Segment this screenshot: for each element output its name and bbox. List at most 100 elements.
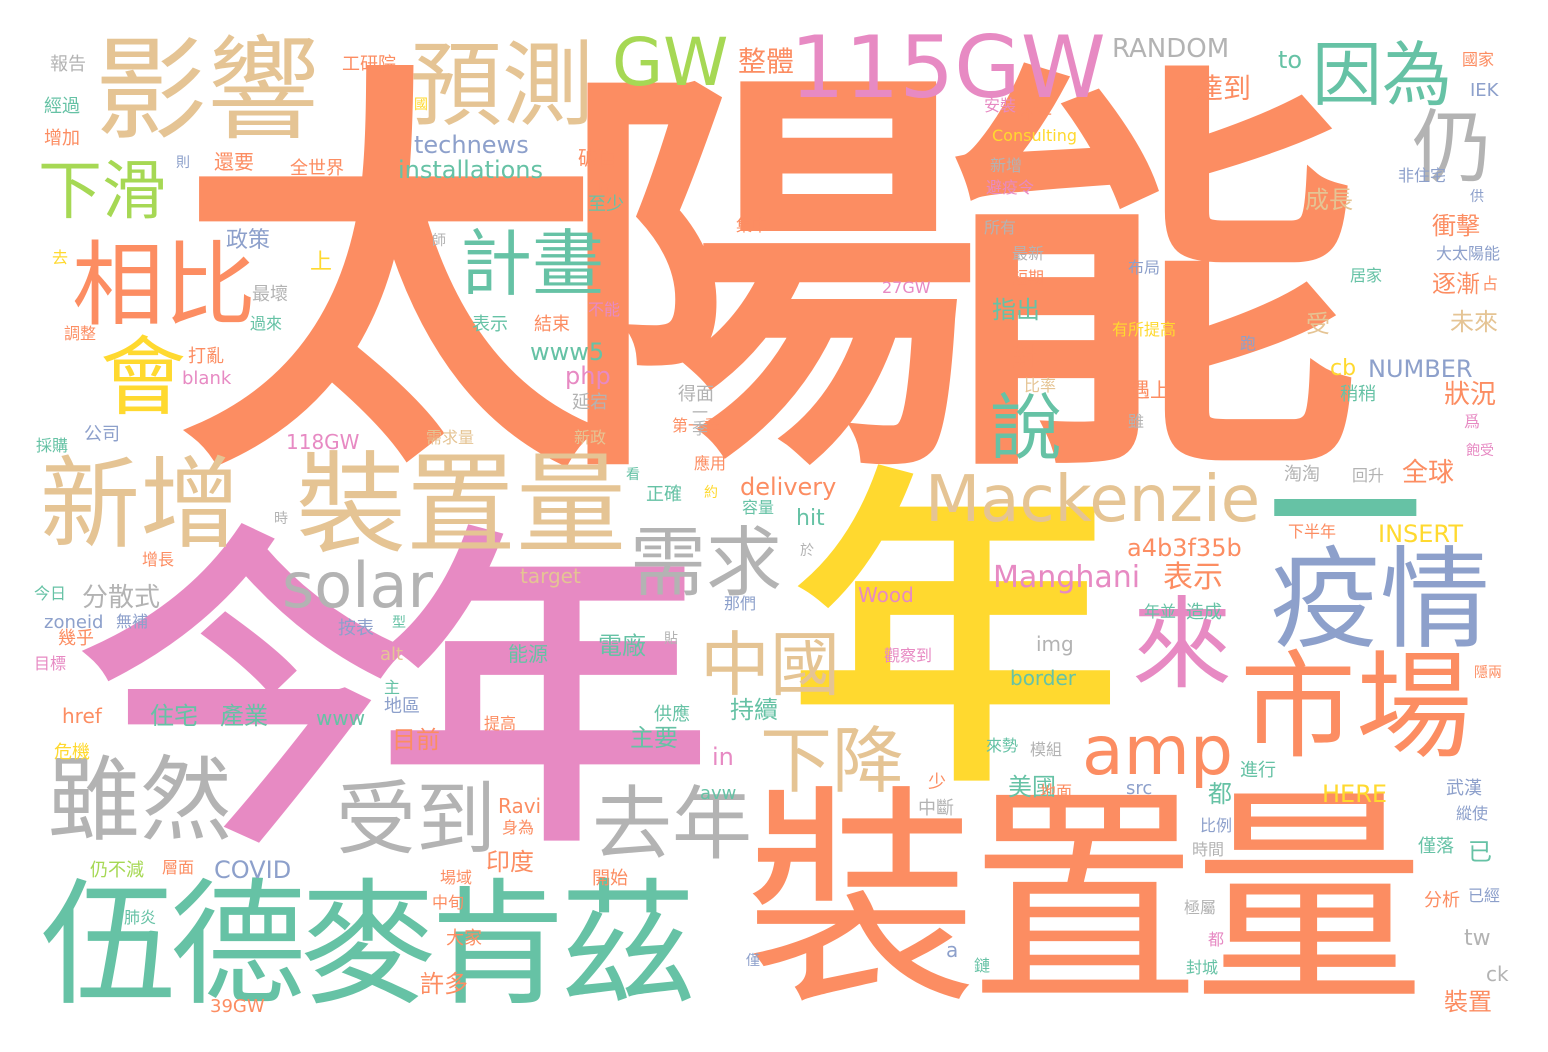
word-www5: www5 xyxy=(530,338,605,366)
word-cai-gou: 採購 xyxy=(36,436,69,455)
word-bao-shou: 飽受 xyxy=(1466,443,1494,459)
word-gong-yan-yuan: 工研院 xyxy=(342,54,396,75)
word-random: RANDOM xyxy=(1112,34,1230,64)
word-xu-qiu: 需求 xyxy=(630,518,782,607)
word-ti-gao: 提高 xyxy=(484,714,517,733)
word-gong-ying: 供應 xyxy=(654,704,690,725)
word-border: border xyxy=(1010,666,1077,690)
word-guo-jia: 國家 xyxy=(1462,50,1495,69)
word-zhuang-zhi-liang-tan: 裝置量 xyxy=(296,441,626,569)
word-na-men: 那們 xyxy=(724,594,757,613)
word-tao-tao: 淘淘 xyxy=(1284,464,1320,485)
word-ji-hu: 幾乎 xyxy=(58,628,94,649)
word-yin-du: 印度 xyxy=(486,848,534,876)
word-www: www xyxy=(316,706,366,730)
word-tai-yang-neng: 太陽能 xyxy=(180,35,1360,524)
word-mei-guo: 美國 xyxy=(1008,773,1056,801)
word-shi-chang: 市場 xyxy=(1240,640,1472,775)
word-hit: hit xyxy=(796,506,825,531)
word-zheng-ti: 整體 xyxy=(738,45,795,78)
word-chan-ye: 產業 xyxy=(220,702,268,730)
word-xia-hua: 下滑 xyxy=(38,155,166,229)
word-shi-master-char: 師 xyxy=(432,233,446,249)
word-hui: 會 xyxy=(100,328,186,428)
word-wei-lai: 未來 xyxy=(1450,308,1498,336)
word-reng-bu-jian: 仍不減 xyxy=(90,860,144,881)
word-lai: 來 xyxy=(1132,586,1232,703)
word-tie-char: 貼 xyxy=(664,631,678,647)
word-biao-shi-small: 表示 xyxy=(472,314,508,335)
word-xing-char: 型 xyxy=(392,615,406,631)
word-mo-zu: 模組 xyxy=(1030,740,1063,759)
word-zheng-ce: 政策 xyxy=(226,228,271,253)
word-zui-huai: 最壞 xyxy=(252,284,288,305)
word-kan-char: 看 xyxy=(626,467,640,483)
word-yi-qing: 疫情 xyxy=(1270,536,1490,664)
word-bi-lv: 比率 xyxy=(1024,376,1057,395)
word-zhi-shao: 至少 xyxy=(588,194,624,215)
word-yan-dang: 延宕 xyxy=(572,392,608,413)
word-fei-yan: 肺炎 xyxy=(124,908,157,927)
word-jin-xing: 進行 xyxy=(1240,760,1276,781)
word-hui-sheng: 回升 xyxy=(1352,466,1385,485)
word-chi-xu: 持續 xyxy=(730,696,778,724)
word-img: img xyxy=(1036,632,1074,656)
word-guo-lai: 過來 xyxy=(250,314,283,333)
word-jin-luo: 僅落 xyxy=(1418,836,1454,857)
word-xiang-bi: 相比 xyxy=(72,232,257,339)
word-zeng-jia: 增加 xyxy=(44,128,80,149)
word-bao-gao: 報告 xyxy=(50,54,86,75)
word-mu-qian: 目前 xyxy=(392,726,440,754)
word-installations: installations xyxy=(398,156,544,184)
word-guo-char: 國 xyxy=(414,97,428,113)
word-zhu-zhai: 住宅 xyxy=(150,702,198,730)
word-biao-shi-orange: 表示 xyxy=(1163,560,1223,595)
word-fei-zhu-zhai: 非住宅 xyxy=(1398,166,1447,185)
word-wei-ji: 危機 xyxy=(54,742,90,763)
word-dou-green: 都 xyxy=(1208,780,1232,808)
word-you-suo-ti-gao: 有所提高 xyxy=(1112,320,1177,339)
word-ceng-mian: 層面 xyxy=(162,858,195,877)
word-bu-ping: 不平 xyxy=(1020,104,1053,123)
word-zhuang-kuang: 狀況 xyxy=(1444,380,1497,410)
word-zhuang-zhi-liang-large: 裝置量 xyxy=(745,766,1425,1036)
word-di-yi-ji: 第一季 xyxy=(672,416,721,435)
word-ze-char: 則 xyxy=(176,155,190,171)
word-shao-shao: 稍稍 xyxy=(1340,384,1376,405)
word-jin-ri: 今日 xyxy=(34,584,67,603)
word-hai-yao: 還要 xyxy=(214,150,254,174)
word-avw: avw xyxy=(700,783,737,804)
word-alt: alt xyxy=(380,644,404,665)
word-qu-nian: 去年 xyxy=(592,778,752,871)
word-shang: 上 xyxy=(310,250,333,275)
word-po-bai: 破百 xyxy=(578,146,618,170)
word-blank: blank xyxy=(182,368,232,389)
word-an-biao: 按表 xyxy=(338,618,374,639)
word-yi: 一 xyxy=(1270,428,1421,602)
word-ji-zhong: 集中 xyxy=(736,216,769,235)
word-src: src xyxy=(1126,778,1153,799)
word-quan-shi-jie: 全世界 xyxy=(290,158,344,179)
word-wu-han: 武漢 xyxy=(1446,778,1482,799)
word-ji-shu: 極屬 xyxy=(1184,898,1217,917)
word-chong-ji: 衝擊 xyxy=(1432,212,1480,240)
word-yi-ji-vertical: 一季 xyxy=(689,404,708,436)
word-consulting: Consulting xyxy=(992,126,1078,145)
word-wu-bu: 無補 xyxy=(116,612,149,631)
word-jin-char: 僅 xyxy=(746,953,760,969)
word-jie-shu: 結束 xyxy=(534,314,570,335)
word-da-dao: 達到 xyxy=(1195,72,1252,105)
word-yin-wei: 因為 xyxy=(1312,34,1452,116)
word-suo-you: 所有 xyxy=(984,218,1017,237)
word-shi-jian: 時間 xyxy=(1192,840,1225,859)
word-yi-jing: 已經 xyxy=(1468,886,1501,905)
word-zhu-yao: 主要 xyxy=(630,724,678,752)
word-wu-de-mai-ken-zi: 伍德麥肯茲 xyxy=(40,867,696,1025)
word-n: n xyxy=(598,174,611,198)
word-to: to xyxy=(1278,46,1303,74)
word-bu-ju: 布局 xyxy=(1128,258,1161,277)
word-dou-char: 都 xyxy=(1208,930,1225,949)
word-zhan-char: 占 xyxy=(1482,274,1499,293)
word-de-mian: 得面 xyxy=(678,384,714,405)
